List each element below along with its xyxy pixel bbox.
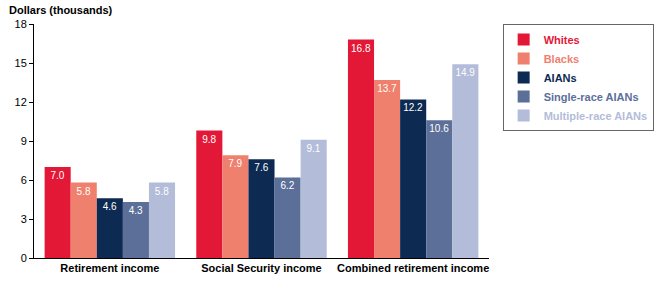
- svg-text:7.6: 7.6: [254, 162, 268, 173]
- svg-text:7.9: 7.9: [228, 158, 242, 169]
- svg-text:10.6: 10.6: [429, 123, 449, 134]
- svg-text:Retirement income: Retirement income: [60, 262, 159, 274]
- svg-text:6: 6: [21, 174, 27, 186]
- svg-text:Social Security income: Social Security income: [201, 262, 321, 274]
- svg-text:Combined retirement income: Combined retirement income: [337, 262, 489, 274]
- svg-text:Dollars (thousands): Dollars (thousands): [9, 4, 113, 16]
- svg-text:AIANs: AIANs: [544, 72, 577, 84]
- svg-text:Blacks: Blacks: [544, 53, 579, 65]
- svg-text:9: 9: [21, 135, 27, 147]
- svg-text:3: 3: [21, 213, 27, 225]
- svg-text:5.8: 5.8: [77, 186, 91, 197]
- svg-text:7.0: 7.0: [50, 170, 64, 181]
- svg-text:13.7: 13.7: [377, 83, 397, 94]
- svg-text:5.8: 5.8: [155, 186, 169, 197]
- svg-text:12.2: 12.2: [403, 102, 423, 113]
- svg-text:Single-race AIANs: Single-race AIANs: [544, 91, 639, 103]
- svg-text:6.2: 6.2: [280, 180, 294, 191]
- svg-text:Whites: Whites: [544, 34, 580, 46]
- svg-text:9.1: 9.1: [307, 143, 321, 154]
- svg-text:18: 18: [15, 18, 27, 30]
- svg-text:9.8: 9.8: [202, 134, 216, 145]
- svg-text:14.9: 14.9: [455, 67, 475, 78]
- svg-text:Multiple-race AIANs: Multiple-race AIANs: [544, 110, 648, 122]
- svg-text:4.6: 4.6: [103, 201, 117, 212]
- svg-text:4.3: 4.3: [129, 205, 143, 216]
- svg-text:15: 15: [15, 57, 27, 69]
- svg-text:12: 12: [15, 96, 27, 108]
- svg-text:0: 0: [21, 252, 27, 264]
- svg-text:16.8: 16.8: [351, 43, 371, 54]
